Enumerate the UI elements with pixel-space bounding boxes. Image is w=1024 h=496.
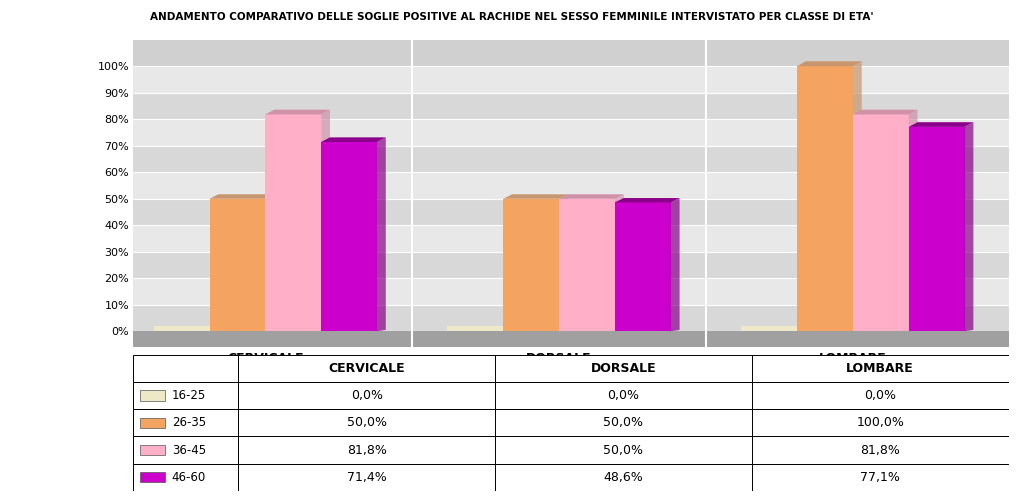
Bar <box>133 305 1009 331</box>
Text: 71,4%: 71,4% <box>347 471 386 484</box>
Bar <box>133 331 1009 347</box>
Bar <box>133 409 239 436</box>
Bar <box>239 355 495 382</box>
Bar <box>495 464 752 491</box>
Bar <box>210 199 265 331</box>
Bar <box>133 119 1009 146</box>
Text: 77,1%: 77,1% <box>860 471 900 484</box>
Bar <box>752 355 1009 382</box>
Bar <box>133 436 239 464</box>
Bar <box>140 418 165 428</box>
Bar <box>140 445 165 455</box>
Text: 81,8%: 81,8% <box>860 443 900 457</box>
Bar <box>154 326 210 331</box>
Polygon shape <box>615 198 680 202</box>
Bar <box>239 382 495 409</box>
Text: 0,0%: 0,0% <box>350 389 383 402</box>
Bar <box>239 436 495 464</box>
Bar <box>752 409 1009 436</box>
Text: 46-60: 46-60 <box>172 471 206 484</box>
Polygon shape <box>559 194 624 199</box>
Polygon shape <box>797 62 862 66</box>
Bar <box>133 172 1009 199</box>
Text: 50,0%: 50,0% <box>603 443 643 457</box>
Text: 81,8%: 81,8% <box>347 443 387 457</box>
Polygon shape <box>559 194 568 331</box>
Polygon shape <box>377 137 386 331</box>
Bar <box>559 199 615 331</box>
Bar <box>853 115 908 331</box>
Bar <box>133 225 1009 252</box>
Text: 26-35: 26-35 <box>172 416 206 430</box>
Text: 36-45: 36-45 <box>172 443 206 457</box>
Text: 100,0%: 100,0% <box>856 416 904 430</box>
Bar <box>239 409 495 436</box>
Polygon shape <box>322 110 330 331</box>
Bar <box>495 436 752 464</box>
Bar <box>797 66 853 331</box>
Polygon shape <box>671 198 680 331</box>
Bar <box>133 252 1009 278</box>
Bar <box>752 382 1009 409</box>
Bar <box>752 464 1009 491</box>
Bar <box>133 355 239 382</box>
Polygon shape <box>210 194 274 199</box>
Bar <box>239 464 495 491</box>
Polygon shape <box>265 110 330 115</box>
Bar <box>504 199 559 331</box>
Polygon shape <box>504 194 568 199</box>
Bar <box>495 409 752 436</box>
Bar <box>133 464 239 491</box>
Text: ANDAMENTO COMPARATIVO DELLE SOGLIE POSITIVE AL RACHIDE NEL SESSO FEMMINILE INTER: ANDAMENTO COMPARATIVO DELLE SOGLIE POSIT… <box>151 12 873 22</box>
Bar <box>495 355 752 382</box>
Bar <box>140 390 165 401</box>
Text: 16-25: 16-25 <box>172 389 206 402</box>
Polygon shape <box>615 194 624 331</box>
Bar <box>133 382 239 409</box>
Text: DORSALE: DORSALE <box>591 362 656 375</box>
Polygon shape <box>265 194 274 331</box>
Polygon shape <box>965 122 974 331</box>
Bar <box>615 202 671 331</box>
Text: 48,6%: 48,6% <box>603 471 643 484</box>
Bar <box>741 326 797 331</box>
Text: LOMBARE: LOMBARE <box>847 362 914 375</box>
Bar <box>322 142 377 331</box>
Text: 50,0%: 50,0% <box>347 416 387 430</box>
Bar <box>495 382 752 409</box>
Text: CERVICALE: CERVICALE <box>329 362 406 375</box>
Text: 50,0%: 50,0% <box>603 416 643 430</box>
Polygon shape <box>322 137 386 142</box>
Polygon shape <box>908 110 918 331</box>
Bar <box>133 66 1009 93</box>
Bar <box>140 472 165 483</box>
Bar <box>133 199 1009 225</box>
Bar <box>908 127 965 331</box>
Bar <box>133 146 1009 172</box>
Text: 0,0%: 0,0% <box>864 389 896 402</box>
Bar <box>447 326 504 331</box>
Polygon shape <box>853 62 862 331</box>
Bar <box>133 278 1009 305</box>
Bar <box>133 93 1009 119</box>
Polygon shape <box>853 110 918 115</box>
Polygon shape <box>908 122 974 127</box>
Bar <box>265 115 322 331</box>
Bar <box>752 436 1009 464</box>
Text: 0,0%: 0,0% <box>607 389 639 402</box>
